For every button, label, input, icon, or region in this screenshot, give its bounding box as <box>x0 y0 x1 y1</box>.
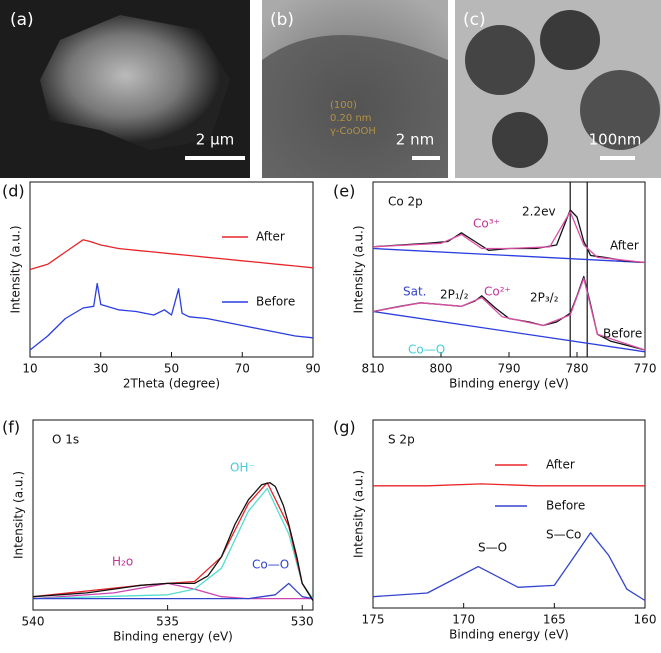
series-line <box>29 282 314 351</box>
x-tick-label: 90 <box>305 362 320 376</box>
image-annotation: 0.20 nm <box>330 113 372 124</box>
x-tick-label: 160 <box>634 613 657 627</box>
image-b <box>262 0 448 178</box>
image-annotation: γ-CoOOH <box>330 126 376 137</box>
x-tick-label: 800 <box>430 362 453 376</box>
series-line <box>33 582 314 600</box>
annotation: OH⁻ <box>230 461 255 475</box>
y-axis-label: Intensity (a.u.) <box>12 471 26 559</box>
series-line <box>373 483 645 487</box>
series-line <box>372 211 646 264</box>
x-tick-label: 50 <box>164 362 179 376</box>
annotation: S 2p <box>388 433 415 447</box>
x-tick-label: 175 <box>362 613 385 627</box>
annotation: Co²⁺ <box>484 285 511 299</box>
series-line <box>32 487 314 600</box>
annotation: H₂o <box>112 555 133 569</box>
x-tick-label: 810 <box>362 362 385 376</box>
x-tick-label: 790 <box>498 362 521 376</box>
annotation: Co—O <box>252 558 289 572</box>
annotation: S—Co <box>546 528 581 542</box>
annotation: Sat. <box>403 285 427 299</box>
plot-frame <box>372 419 646 609</box>
x-tick-label: 30 <box>93 362 108 376</box>
panel-label: (e) <box>333 182 355 201</box>
legend-label: After <box>546 458 575 472</box>
x-axis-label: Binding energy (eV) <box>113 630 233 644</box>
series-line <box>29 239 314 271</box>
x-axis-label: Binding energy (eV) <box>449 377 569 391</box>
x-tick-label: 530 <box>291 615 314 629</box>
x-tick-label: 70 <box>235 362 250 376</box>
plot-frame <box>32 419 314 611</box>
series-line <box>372 532 646 602</box>
y-axis-label: Intensity (a.u.) <box>352 226 366 314</box>
series-line <box>372 277 646 351</box>
scale-label: 2 μm <box>196 131 234 149</box>
annotation: Before <box>603 327 642 341</box>
series-line <box>32 582 313 600</box>
legend-label: Before <box>546 499 585 513</box>
annotation: After <box>610 239 639 253</box>
x-tick-label: 10 <box>22 362 37 376</box>
legend-label: After <box>256 230 285 244</box>
panel-label: (d) <box>2 182 25 201</box>
annotation: Co—O <box>408 343 445 357</box>
image-c <box>455 0 661 178</box>
annotation: 2P₁/₂ <box>440 288 469 302</box>
series-line <box>372 310 646 353</box>
image-a <box>0 0 250 178</box>
panel-label: (g) <box>333 418 356 437</box>
annotation: O 1s <box>52 433 79 447</box>
panel-label: (f) <box>2 418 20 437</box>
panel-label: (a) <box>10 10 34 30</box>
series-line <box>372 247 646 264</box>
y-axis-label: Intensity (a.u.) <box>352 470 366 558</box>
scale-label: 100nm <box>589 131 642 149</box>
x-tick-label: 770 <box>634 362 657 376</box>
x-tick-label: 535 <box>156 615 179 629</box>
annotation: Co 2p <box>388 195 423 209</box>
series-line <box>32 482 314 601</box>
annotation: Co³⁺ <box>473 217 500 231</box>
panel-label: (c) <box>463 10 486 30</box>
y-axis-label: Intensity (a.u.) <box>9 226 23 314</box>
x-tick-label: 780 <box>566 362 589 376</box>
x-tick-label: 540 <box>22 615 45 629</box>
annotation: 2P₃/₂ <box>530 291 559 305</box>
x-axis-label: 2Theta (degree) <box>123 377 220 391</box>
x-tick-label: 170 <box>452 613 475 627</box>
panel-label: (b) <box>270 10 294 30</box>
legend-label: Before <box>256 295 295 309</box>
annotation: S—O <box>478 541 507 555</box>
x-axis-label: Binding energy (eV) <box>449 628 569 642</box>
x-tick-label: 165 <box>543 613 566 627</box>
image-annotation: (100) <box>330 100 357 111</box>
scale-label: 2 nm <box>396 131 434 149</box>
series-line <box>372 209 646 264</box>
annotation: 2.2ev <box>522 205 556 219</box>
